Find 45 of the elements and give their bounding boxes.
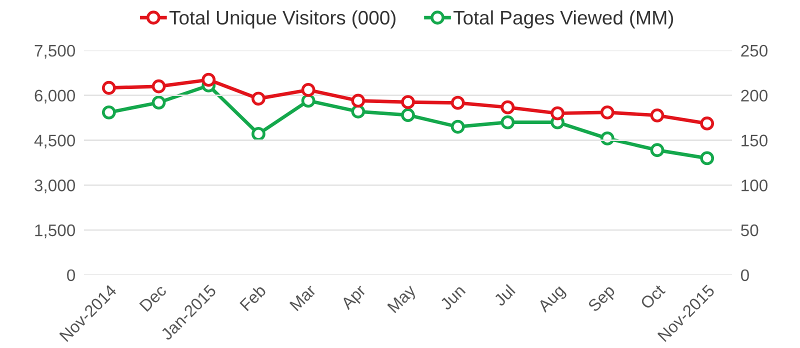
y-tick-label: 0 [67,269,76,282]
point [152,96,166,110]
point [351,94,366,108]
point [500,100,515,114]
point [700,116,714,130]
y-tick-label: 3,000 [34,180,76,194]
x-tick-label: Jul [492,284,516,307]
y2-tick-label: 250 [741,44,768,57]
point [650,143,664,158]
y-tick-label: 4,500 [34,134,76,148]
point [102,80,116,95]
point [401,95,415,110]
y2-tick-label: 50 [741,224,758,236]
point [202,72,216,87]
x-tick-label: Sep [587,284,618,315]
x-tick-label: Feb [239,284,267,312]
y-tick-label: 6,000 [34,90,76,104]
y-tick-label: 1,500 [35,224,76,238]
point [500,115,515,130]
x-tick-label: Jun [439,284,466,311]
y2-tick-label: 100 [742,180,768,192]
point [301,83,316,97]
x-tick-label: May [387,284,419,316]
point [650,108,664,122]
y2-tick-label: 150 [742,134,768,146]
point [700,151,714,166]
point [550,106,564,120]
point [351,104,366,118]
y-tick-label: 7,500 [34,44,76,59]
legend-label: Total Unique Visitors (000) [169,10,396,28]
point [252,127,266,141]
point [401,108,415,122]
x-tick-label: Apr [340,284,369,313]
point [450,96,465,110]
y2-tick-label: 200 [741,90,768,102]
legend-label: Total Pages Viewed (MM) [453,10,674,28]
point [600,105,614,120]
x-tick-label: Aug [537,284,568,316]
point [102,105,116,120]
x-tick-label: Mar [289,284,317,312]
point [152,79,166,94]
point [252,92,266,106]
point [600,132,614,146]
y2-tick-label: 0 [740,269,749,282]
point [450,120,465,134]
